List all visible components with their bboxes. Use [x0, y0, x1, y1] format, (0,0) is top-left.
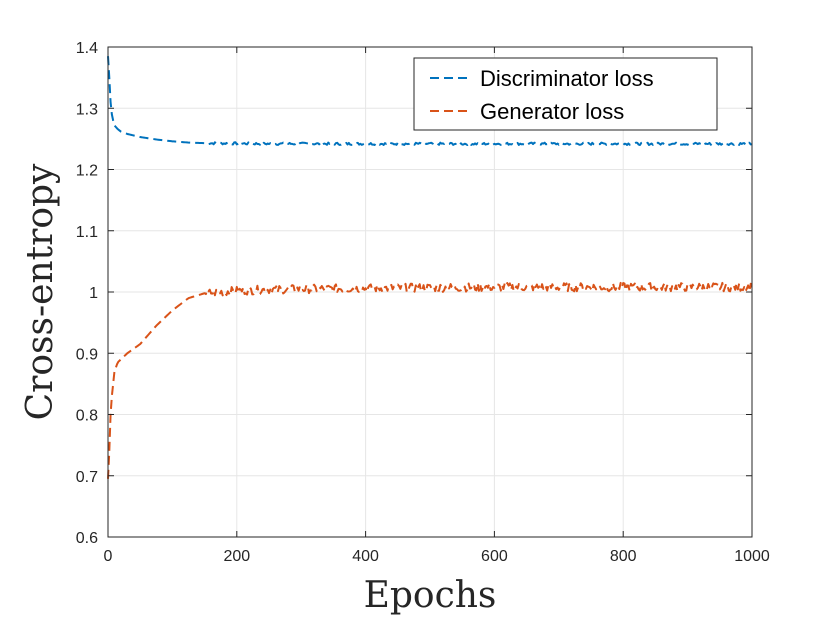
y-tick-label: 0.8 [76, 408, 98, 425]
y-tick-label: 1.1 [76, 224, 98, 241]
x-tick-label: 400 [352, 548, 379, 565]
y-tick-label: 1.4 [76, 40, 98, 57]
x-tick-label: 800 [610, 548, 637, 565]
y-tick-label: 1 [89, 285, 98, 302]
y-tick-labels: 0.6 0.7 0.8 0.9 1 1.1 1.2 1.3 1.4 [76, 40, 98, 547]
y-tick-label: 0.9 [76, 346, 98, 363]
x-tick-label: 200 [223, 548, 250, 565]
tick-marks [107, 46, 753, 538]
discriminator-loss-line [107, 56, 753, 146]
legend-box [413, 57, 718, 131]
x-tick-labels: 0 200 400 600 800 1000 [104, 548, 770, 565]
legend: Discriminator loss Generator loss [413, 57, 718, 131]
series-layer [107, 56, 753, 479]
x-tick-label: 1000 [734, 548, 770, 565]
y-axis-title: Cross-entropy [20, 163, 61, 420]
x-tick-label: 600 [481, 548, 508, 565]
legend-label-discriminator: Discriminator loss [480, 66, 654, 91]
y-tick-label: 1.3 [76, 101, 98, 118]
legend-label-generator: Generator loss [480, 99, 624, 124]
y-tick-label: 0.6 [76, 530, 98, 547]
x-tick-label: 0 [104, 548, 113, 565]
x-axis-title: Epochs [364, 575, 497, 616]
generator-loss-line [107, 281, 753, 479]
y-tick-label: 0.7 [76, 469, 98, 486]
y-tick-label: 1.2 [76, 163, 98, 180]
